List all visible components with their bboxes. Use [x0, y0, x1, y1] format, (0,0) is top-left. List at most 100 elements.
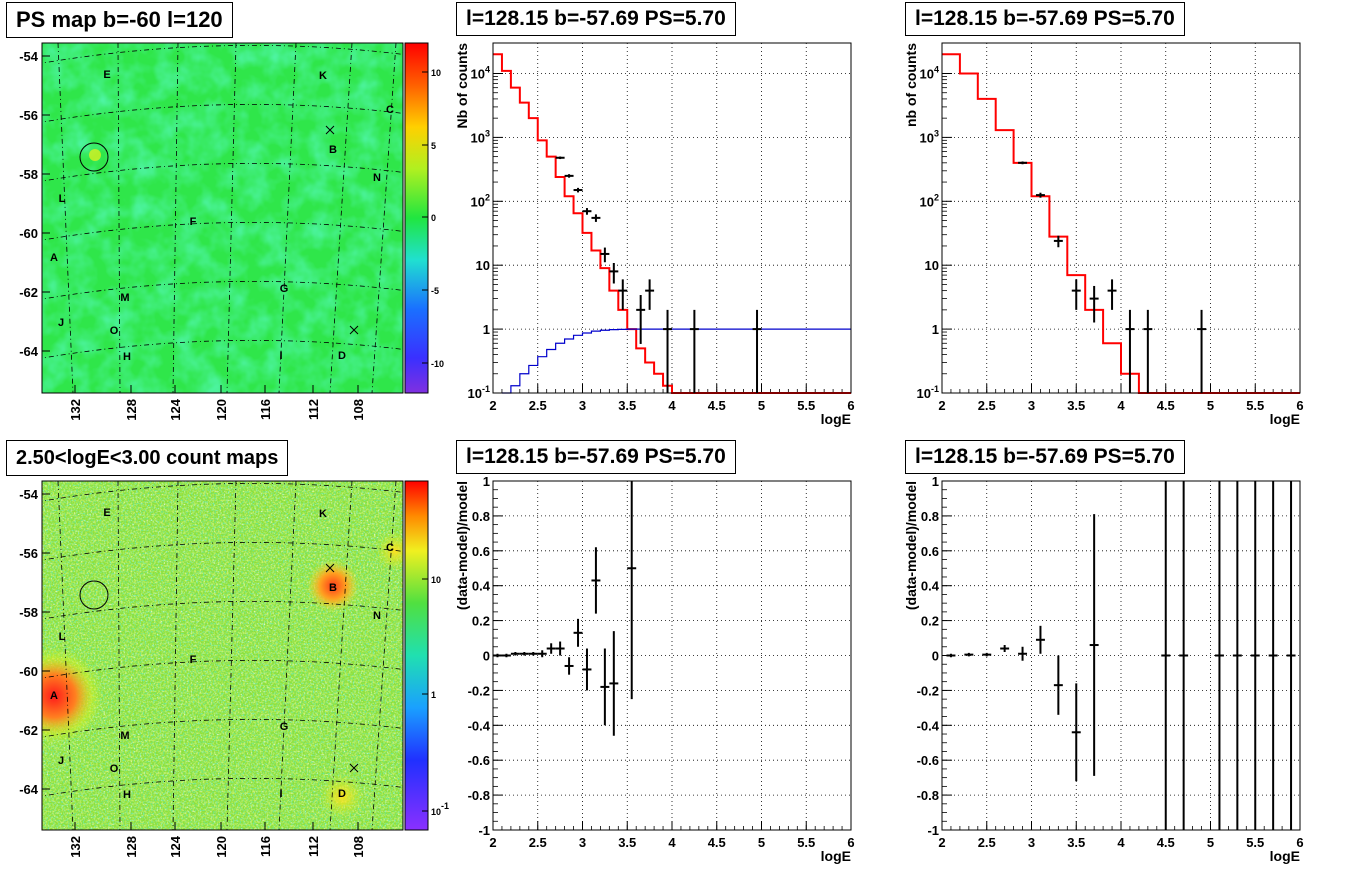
lon-tick-label: 116: [258, 399, 273, 420]
map-texture: [42, 481, 403, 830]
map-frame: [41, 480, 404, 831]
x-tick-label: 5: [758, 398, 765, 413]
x-tick-label: 3: [1028, 835, 1035, 850]
longitude-line: [226, 43, 237, 393]
source-cross-marker: [349, 325, 359, 335]
colorbar-gradient: [405, 481, 428, 830]
spectrum-chart-2: 2 2.5 3 3.5 4 4.5 5 5.5 6 10-1 1 10 102 103 104 logE nb …: [903, 42, 1304, 427]
x-tick-label: 2.5: [529, 835, 547, 850]
plot-area: [942, 43, 1300, 393]
y-tick-label: 0: [483, 649, 490, 664]
longitude-line: [172, 481, 179, 830]
y-tick-label: 0.6: [472, 544, 490, 559]
x-tick-label: 5: [1207, 835, 1214, 850]
lon-tick-label: 108: [351, 399, 366, 421]
colorbar: 10 1 10-1: [404, 480, 449, 831]
lon-tick-label: 128: [124, 399, 139, 421]
lat-tick-label: -64: [19, 782, 39, 797]
plot-area: [493, 481, 851, 830]
residual-chart-2: 2 2.5 3 3.5 4 4.5 5 5.5 6 -1 -0.8 -0.6 -0.4 -0.2 0 0.2 0…: [903, 474, 1304, 864]
source-label: H: [123, 351, 131, 363]
plot-frame: [941, 480, 1301, 831]
x-tick-label: 2: [489, 398, 496, 413]
map-image: [42, 43, 403, 393]
y-tick-label: 0.2: [921, 614, 939, 629]
x-tick-label: 5: [758, 835, 765, 850]
source-label: B: [329, 144, 337, 156]
longitude-line: [57, 43, 74, 393]
source-label: F: [190, 216, 197, 228]
colorbar-tick-label: -10: [431, 359, 444, 369]
ps-map-panel: E K C B N L F A G M J O H I D -54 -56 -58 -60 -62 -64 132 128 1…: [19, 42, 444, 421]
y-axis-label: Nb of counts: [454, 43, 470, 129]
x-tick-label: 3: [579, 398, 586, 413]
latitude-line: [42, 660, 403, 679]
y-tick-label: -1: [478, 823, 490, 838]
lat-tick-label: -54: [19, 487, 39, 502]
y-tick-label: 0.6: [921, 544, 939, 559]
lat-tick-label: -58: [19, 167, 38, 182]
colorbar-frame: [404, 42, 429, 394]
x-tick-label: 6: [847, 835, 854, 850]
source-label: D: [338, 350, 346, 362]
x-tick-label: 3: [1028, 398, 1035, 413]
lat-tick-label: -56: [19, 108, 38, 123]
colorbar-tick-label: 0: [431, 213, 436, 223]
y-tick-label: 10: [476, 258, 490, 273]
longitude-line: [329, 481, 353, 830]
selected-source-circle: [79, 580, 109, 610]
lon-tick-label: 128: [124, 836, 139, 858]
x-tick-label: 4.5: [708, 398, 726, 413]
lat-tick-label: -56: [19, 546, 38, 561]
spectrum-2-title: l=128.15 b=-57.69 PS=5.70: [905, 2, 1185, 36]
lat-tick-label: -54: [19, 49, 39, 64]
colorbar-frame: [404, 480, 429, 831]
y-tick-label: 0: [932, 649, 939, 664]
colorbar: 10 5 0 -5 -10: [404, 42, 444, 394]
source-label: M: [120, 730, 129, 742]
model-histogram: [493, 53, 851, 394]
y-tick-label: -0.6: [468, 753, 490, 768]
y-tick-label: 0.4: [472, 579, 491, 594]
lat-tick-label: -62: [19, 285, 38, 300]
y-tick-label: 104: [471, 64, 490, 81]
lon-tick-label: 108: [351, 836, 366, 858]
latitude-line: [42, 222, 403, 241]
x-axis-label: logE: [1270, 848, 1300, 864]
x-tick-label: 3.5: [1067, 398, 1085, 413]
source-label: G: [280, 283, 289, 295]
latitude-line: [42, 163, 403, 182]
source-label: H: [123, 789, 131, 801]
source-label: J: [58, 755, 64, 767]
count-map-panel: E K C B N L F A G M J O H I D -54 -56 -58 -60 -62 -64 132 128 1…: [19, 480, 449, 858]
colorbar-tick-label: 1: [431, 690, 436, 700]
source-label: F: [190, 654, 197, 666]
source-cross-marker: [349, 763, 359, 773]
longitude-line: [117, 43, 121, 393]
x-tick-label: 2: [938, 835, 945, 850]
lon-tick-label: 120: [214, 399, 229, 421]
source-label: C: [386, 542, 394, 554]
source-label: I: [279, 350, 282, 362]
y-tick-label: -0.6: [917, 753, 939, 768]
warm-source-c: [375, 531, 403, 571]
source-label: O: [110, 763, 119, 775]
y-tick-label: 0.8: [921, 509, 939, 524]
y-tick-label: 0.2: [472, 614, 490, 629]
x-tick-label: 5.5: [797, 398, 815, 413]
x-tick-label: 4: [1117, 835, 1125, 850]
latitude-line: [42, 542, 403, 561]
lon-tick-label: 124: [168, 835, 183, 857]
x-axis-label: logE: [821, 848, 851, 864]
longitude-line: [172, 43, 179, 393]
source-label: A: [50, 690, 58, 702]
source-label: L: [59, 631, 66, 643]
x-tick-label: 5.5: [797, 835, 815, 850]
bright-spot: [89, 149, 101, 161]
y-tick-label: 10-1: [917, 384, 939, 401]
source-label: B: [329, 582, 337, 594]
colorbar-tick-label: 10-1: [431, 801, 449, 817]
y-tick-label: 10: [925, 258, 939, 273]
y-tick-label: 1: [932, 474, 939, 489]
x-tick-label: 2: [938, 398, 945, 413]
